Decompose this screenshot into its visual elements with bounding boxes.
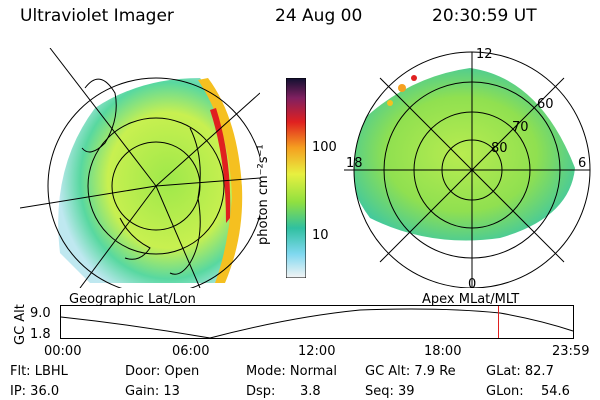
info-ip: IP: 36.0	[10, 384, 60, 399]
timeline-xtick-0: 00:00	[44, 344, 82, 359]
info-glat: GLat: 82.7	[486, 364, 554, 379]
colorbar-unit-label: photon cm⁻²s⁻¹	[256, 144, 271, 245]
colorbar	[286, 78, 306, 278]
info-mode: Mode: Normal	[246, 364, 337, 379]
time-label: 20:30:59 UT	[432, 6, 537, 26]
colorbar-tick-10: 10	[312, 228, 329, 243]
timeline-xtick-4: 23:59	[552, 344, 590, 359]
info-door: Door: Open	[125, 364, 200, 379]
timeline-ylabel: GC Alt	[13, 304, 28, 345]
mlt-label-0: 0	[468, 277, 477, 292]
mlt-label-12: 12	[476, 47, 493, 62]
timeline-xtick-2: 12:00	[298, 344, 336, 359]
mlat-label-70: 70	[512, 120, 529, 135]
date-label: 24 Aug 00	[275, 6, 363, 26]
info-glon-value: 54.6	[541, 384, 570, 399]
mlt-label-6: 6	[578, 156, 587, 171]
info-dsp-label: Dsp:	[246, 384, 276, 399]
info-gc-alt: GC Alt: 7.9 Re	[365, 364, 456, 379]
mlat-label-60: 60	[537, 97, 554, 112]
instrument-title: Ultraviolet Imager	[20, 6, 174, 26]
info-filter: Flt: LBHL	[10, 364, 68, 379]
right-panel-caption: Apex MLat/MLT	[422, 292, 520, 307]
timeline-ytick-high: 9.0	[30, 306, 51, 321]
colorbar-tick-100: 100	[312, 140, 337, 155]
timeline-plot	[60, 305, 574, 339]
mlt-polar-image	[344, 51, 591, 288]
info-glon-label: GLon:	[486, 384, 524, 399]
timeline-ytick-low: 1.8	[30, 327, 51, 342]
info-dsp-value: 3.8	[300, 384, 321, 399]
mlat-label-80: 80	[491, 141, 508, 156]
mlt-label-18: 18	[346, 156, 363, 171]
geographic-image	[20, 48, 260, 288]
info-gain: Gain: 13	[125, 384, 180, 399]
timeline-xtick-3: 18:00	[424, 344, 462, 359]
info-seq: Seq: 39	[365, 384, 415, 399]
left-panel-caption: Geographic Lat/Lon	[69, 292, 196, 307]
timeline-xtick-1: 06:00	[172, 344, 210, 359]
